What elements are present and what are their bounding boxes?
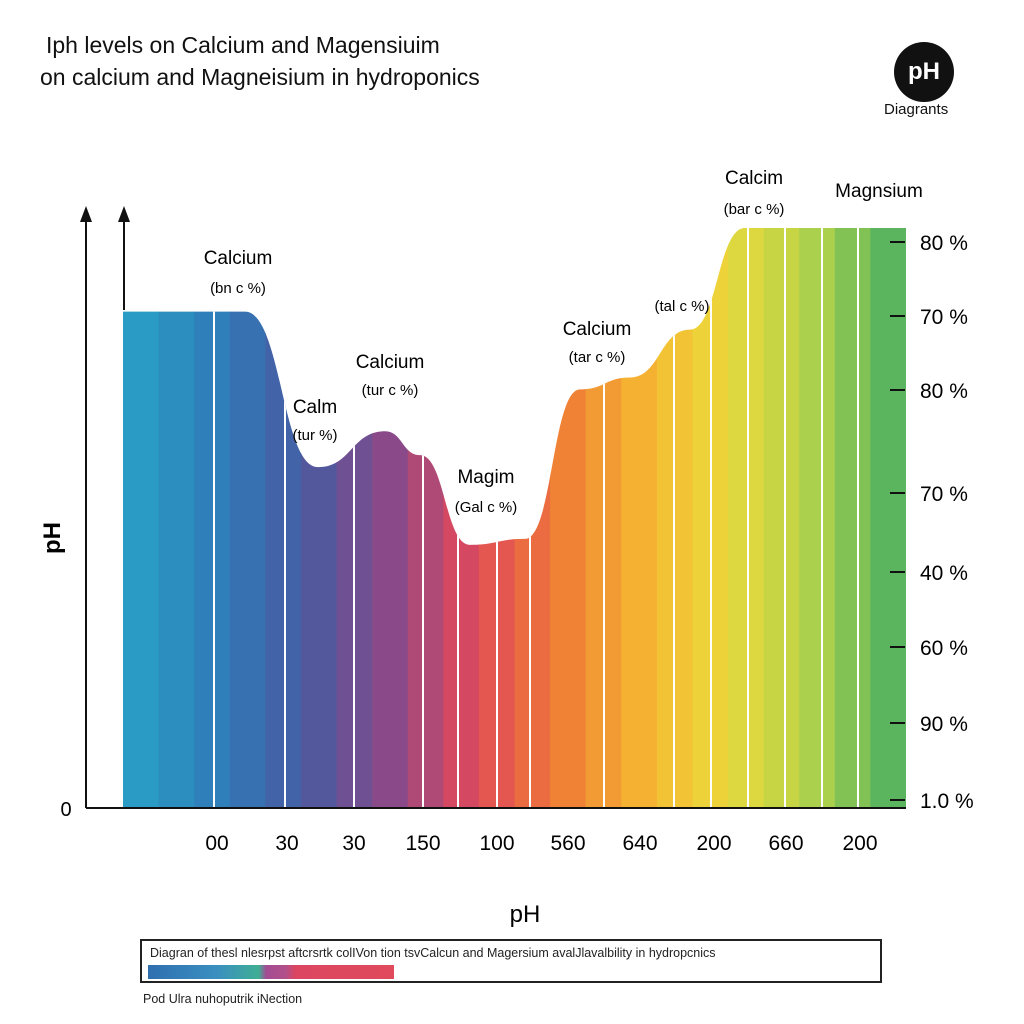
- x-tick-label: 660: [768, 832, 803, 855]
- area-strip: [799, 227, 836, 808]
- footer-note: Pod Ulra nuhoputrik iNection: [143, 992, 303, 1006]
- area-strip: [834, 227, 872, 808]
- title-line-2: on calcium and Magneisium in hydroponics: [40, 64, 480, 90]
- x-tick-label: 560: [550, 832, 585, 855]
- annotation-label: Calcium: [563, 319, 632, 340]
- annotation-sublabel: (tur c %): [362, 382, 419, 399]
- ph-logo: pH: [894, 42, 954, 102]
- x-tick-label: 640: [622, 832, 657, 855]
- annotation-sublabel: (tar c %): [569, 349, 626, 366]
- area-strip: [870, 227, 906, 808]
- annotation-label: Magnsium: [835, 181, 923, 202]
- annotation-label: Calcium: [356, 352, 425, 373]
- area-strip: [229, 227, 266, 808]
- right-tick-label: 60 %: [920, 637, 968, 660]
- legend: Diagran of thesl nlesrpst aftcrsrtk colI…: [140, 939, 882, 983]
- annotation-label: Calcim: [725, 168, 783, 189]
- area-strip: [372, 227, 409, 808]
- x-axis-title: pH: [510, 901, 541, 928]
- y-axis-title: pH: [39, 522, 66, 554]
- title-line-1: Iph levels on Calcium and Magensiuim: [46, 32, 440, 58]
- area-strip: [265, 227, 302, 808]
- x-tick-label: 150: [405, 832, 440, 855]
- right-tick-label: 80 %: [920, 380, 968, 403]
- area-strip: [158, 227, 195, 808]
- annotation-sublabel: (bar c %): [724, 201, 785, 218]
- area-strip: [514, 227, 551, 808]
- area-strip: [123, 227, 160, 808]
- area-strip: [407, 227, 444, 808]
- right-tick-label: 70 %: [920, 483, 968, 506]
- y-origin-label: 0: [60, 799, 71, 821]
- secondary-axis-arrow: [118, 206, 130, 222]
- annotation-sublabel: (bn c %): [210, 280, 266, 297]
- right-tick-label: 90 %: [920, 713, 968, 736]
- x-tick-label: 30: [275, 832, 298, 855]
- legend-color-bar: [148, 965, 394, 979]
- annotation-sublabel: (Gal c %): [455, 499, 518, 516]
- x-tick-label: 200: [696, 832, 731, 855]
- annotation-label: Calm: [293, 397, 337, 418]
- legend-text: Diagran of thesl nlesrpst aftcrsrtk colI…: [150, 946, 716, 960]
- right-tick-label: 80 %: [920, 232, 968, 255]
- x-tick-label: 30: [342, 832, 365, 855]
- annotation-label: Calcium: [204, 248, 273, 269]
- logo-text: pH: [908, 58, 940, 85]
- x-tick-label: 200: [842, 832, 877, 855]
- right-tick-label: 1.0 %: [920, 790, 974, 813]
- annotation-label: Magim: [457, 467, 514, 488]
- annotation-sublabel: (tal c %): [654, 298, 709, 315]
- x-tick-label: 00: [205, 832, 228, 855]
- area-strip: [621, 227, 658, 808]
- right-tick-label: 70 %: [920, 306, 968, 329]
- area-strip: [763, 227, 800, 808]
- area-strip: [300, 227, 338, 808]
- y-axis-arrow: [80, 206, 92, 222]
- area-strip: [728, 227, 765, 808]
- area-strip: [550, 227, 587, 808]
- right-tick-label: 40 %: [920, 562, 968, 585]
- area-strip: [194, 227, 231, 808]
- annotation-sublabel: (tur %): [293, 427, 338, 444]
- x-tick-label: 100: [479, 832, 514, 855]
- logo-caption: Diagrants: [884, 101, 949, 118]
